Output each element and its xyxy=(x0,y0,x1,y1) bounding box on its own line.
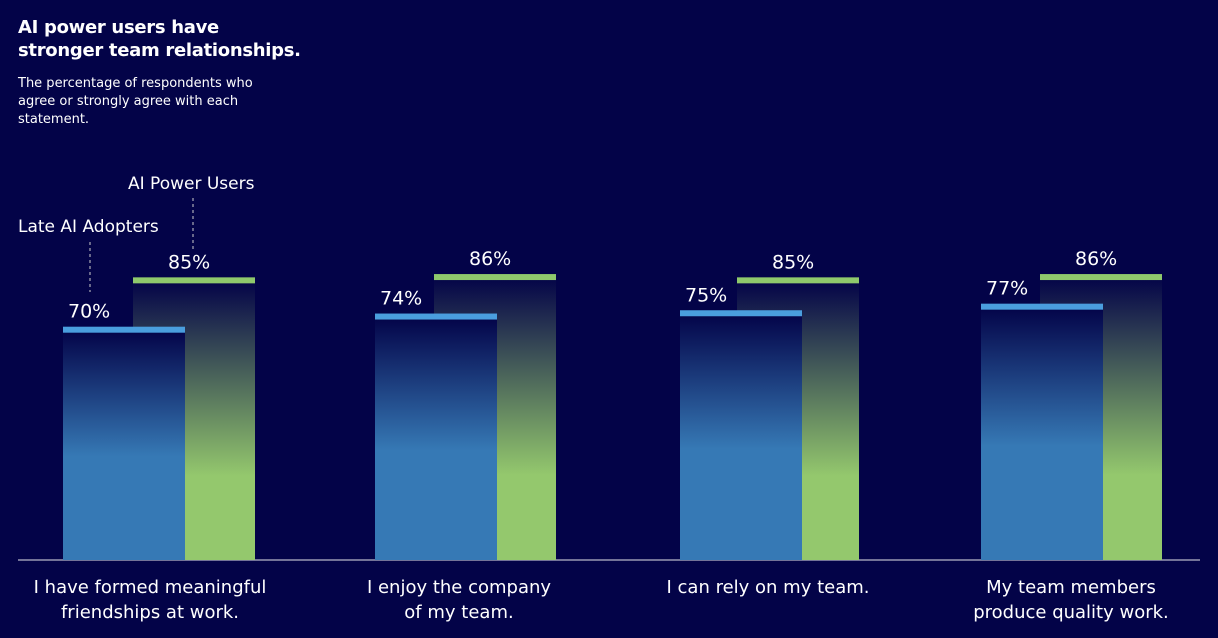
bar-cap xyxy=(133,277,255,284)
chart-title: AI power users have stronger team relati… xyxy=(18,17,301,61)
chart-subtitle: The percentage of respondents who agree … xyxy=(18,76,253,127)
legend-label: Late AI Adopters xyxy=(18,217,159,237)
value-label: 74% xyxy=(380,288,422,310)
bar-cap xyxy=(63,326,185,333)
value-label: 86% xyxy=(469,248,511,270)
category-label: I enjoy the company of my team. xyxy=(366,577,552,623)
category-label: My team members produce quality work. xyxy=(973,577,1169,623)
bar-cap xyxy=(375,313,497,320)
bar-cap xyxy=(434,274,556,281)
value-label: 86% xyxy=(1075,248,1117,270)
category-label: I can rely on my team. xyxy=(666,577,870,598)
bar xyxy=(680,313,802,560)
value-label: 85% xyxy=(168,251,210,273)
bar-cap xyxy=(680,310,802,317)
value-label: 75% xyxy=(685,284,727,306)
category-label: I have formed meaningful friendships at … xyxy=(33,577,267,623)
legend-label: AI Power Users xyxy=(128,174,255,194)
bar-cap xyxy=(981,303,1103,310)
bar xyxy=(63,329,185,560)
value-label: 85% xyxy=(772,251,814,273)
bar-cap xyxy=(737,277,859,284)
bar xyxy=(981,306,1103,560)
value-label: 70% xyxy=(68,301,110,323)
value-label: 77% xyxy=(986,278,1028,300)
bar xyxy=(375,316,497,560)
bar-cap xyxy=(1040,274,1162,281)
